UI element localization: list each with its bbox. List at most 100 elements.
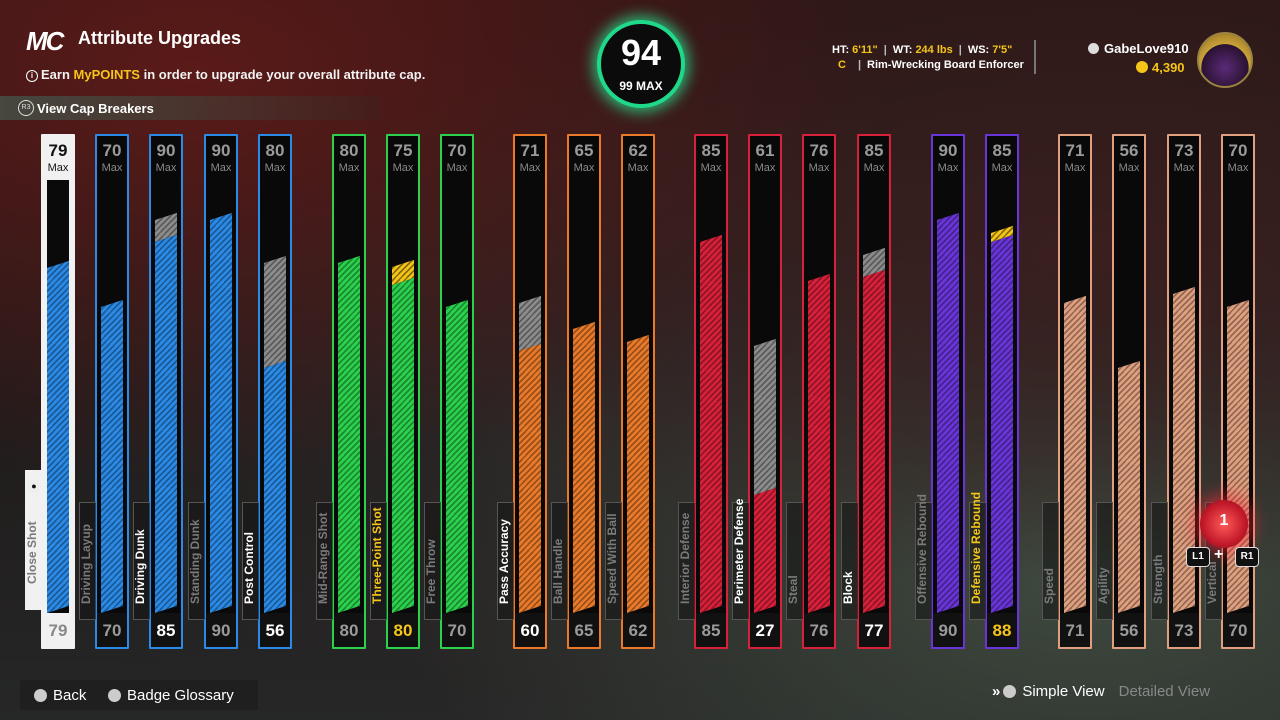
attribute-max-label: Max bbox=[101, 162, 123, 174]
attribute-bar[interactable]: 70 Max 70 bbox=[95, 134, 129, 649]
height-label: HT: bbox=[832, 44, 850, 56]
attribute-max-label: Max bbox=[808, 162, 830, 174]
attribute-bar[interactable]: 90 Max 85 bbox=[149, 134, 183, 649]
attribute-bar[interactable]: 70 Max 70 bbox=[1221, 134, 1255, 649]
attribute-bar-footer bbox=[859, 613, 889, 647]
attribute-name: Pass Accuracy bbox=[497, 519, 511, 604]
overall-rating-badge bbox=[597, 20, 685, 108]
attribute-bar[interactable]: 76 Max 76 bbox=[802, 134, 836, 649]
attribute-bar-footer bbox=[933, 613, 963, 647]
attribute-current-value: 62 bbox=[628, 621, 648, 640]
attribute-cap-value: 85 bbox=[992, 141, 1012, 160]
view-cap-breakers-label: View Cap Breakers bbox=[37, 101, 154, 116]
attribute-bar[interactable]: 61 Max 27 bbox=[748, 134, 782, 649]
attribute-cap-value: 76 bbox=[809, 141, 829, 160]
attribute-bar[interactable]: 73 Max 73 bbox=[1167, 134, 1201, 649]
overall-rating-value: 94 bbox=[620, 32, 662, 73]
attribute-cap-value: 85 bbox=[701, 141, 721, 160]
attribute-current-value: 76 bbox=[809, 621, 829, 640]
lock-icon: ● bbox=[27, 479, 41, 493]
footer-controls bbox=[20, 680, 258, 710]
attribute-bar[interactable]: 62 Max 62 bbox=[621, 134, 655, 649]
attribute-label-tab bbox=[551, 502, 568, 620]
attribute-fill bbox=[808, 273, 830, 613]
attribute-cap-value: 79 bbox=[48, 141, 68, 160]
r1-button-icon[interactable]: R1 bbox=[1235, 547, 1259, 567]
back-button[interactable]: Back bbox=[34, 687, 86, 704]
attribute-bar[interactable]: 56 Max 56 bbox=[1112, 134, 1146, 649]
attribute-name: Standing Dunk bbox=[188, 519, 202, 604]
vc-balance: 4,390 bbox=[1136, 60, 1185, 75]
view-toggle[interactable]: » Simple View Detailed View bbox=[992, 683, 1210, 700]
attribute-name: Agility bbox=[1096, 567, 1110, 604]
attribute-bar[interactable]: 80 Max 80 bbox=[332, 134, 366, 649]
attribute-label-tab bbox=[424, 502, 441, 620]
attribute-bar[interactable]: 85 Max 88 bbox=[985, 134, 1019, 649]
detailed-view-option[interactable]: Detailed View bbox=[1118, 683, 1211, 700]
attribute-bar[interactable]: 65 Max 65 bbox=[567, 134, 601, 649]
attribute-bar-footer bbox=[151, 613, 181, 647]
attribute-bar-footer bbox=[388, 613, 418, 647]
attribute-bar[interactable]: 85 Max 77 bbox=[857, 134, 891, 649]
attribute-current-value: 70 bbox=[447, 621, 467, 640]
attribute-bar-footer bbox=[97, 613, 127, 647]
attribute-name: Driving Layup bbox=[79, 523, 93, 604]
attribute-current-value: 85 bbox=[701, 621, 721, 640]
attribute-bar-footer bbox=[1223, 613, 1253, 647]
attribute-cap-value: 90 bbox=[156, 141, 176, 160]
attribute-cap-value: 80 bbox=[339, 141, 359, 160]
attribute-cap-value: 73 bbox=[1174, 141, 1194, 160]
touchpad-button-icon bbox=[108, 689, 121, 702]
attribute-max-label: Max bbox=[446, 162, 468, 174]
attribute-name: Vertical bbox=[1205, 561, 1219, 604]
attribute-name: Mid-Range Shot bbox=[316, 512, 330, 604]
attribute-max-label: Max bbox=[210, 162, 232, 174]
attribute-bar[interactable]: 75 Max 80 bbox=[386, 134, 420, 649]
attribute-fill bbox=[446, 299, 468, 613]
badge-glossary-button[interactable]: Badge Glossary bbox=[108, 687, 234, 704]
l1-button-icon[interactable]: L1 bbox=[1186, 547, 1210, 567]
attribute-name: Post Control bbox=[242, 532, 256, 604]
attribute-cap-value: 75 bbox=[393, 141, 413, 160]
attribute-name: Driving Dunk bbox=[133, 529, 147, 604]
attribute-cap-gap bbox=[754, 338, 776, 495]
attribute-fill bbox=[1118, 360, 1140, 613]
attribute-bar-footer bbox=[1060, 613, 1090, 647]
attribute-bar-footer bbox=[442, 613, 472, 647]
attribute-name: Offensive Rebound bbox=[915, 493, 929, 604]
subtitle-text-post: in order to upgrade your overall attribu… bbox=[139, 67, 426, 82]
attribute-current-value: 90 bbox=[211, 621, 231, 640]
mypoints-highlight: MyPOINTS bbox=[73, 67, 140, 82]
attribute-bar[interactable]: 71 Max 71 bbox=[1058, 134, 1092, 649]
attribute-max-label: Max bbox=[338, 162, 360, 174]
attribute-current-value: 27 bbox=[755, 621, 775, 640]
simple-view-option[interactable]: Simple View bbox=[1022, 683, 1105, 700]
attribute-label-tab bbox=[370, 502, 387, 620]
attribute-cap-value: 90 bbox=[938, 141, 958, 160]
attribute-cap-value: 70 bbox=[102, 141, 122, 160]
attribute-current-value: 90 bbox=[938, 621, 958, 640]
attribute-bar[interactable]: 90 Max 90 bbox=[931, 134, 965, 649]
circle-button-icon bbox=[34, 689, 47, 702]
attribute-bar[interactable]: 85 Max 85 bbox=[694, 134, 728, 649]
upgrade-points-indicator bbox=[1200, 500, 1248, 548]
attribute-label-tab bbox=[732, 502, 749, 620]
attribute-cap-gap bbox=[519, 295, 541, 351]
attribute-bar[interactable]: 90 Max 90 bbox=[204, 134, 238, 649]
attribute-max-label: Max bbox=[1227, 162, 1249, 174]
attribute-bar-footer bbox=[1169, 613, 1199, 647]
attribute-bar[interactable]: 71 Max 60 bbox=[513, 134, 547, 649]
attribute-fill bbox=[991, 234, 1013, 613]
attribute-bar-footer bbox=[696, 613, 726, 647]
attribute-cap-value: 71 bbox=[1065, 141, 1085, 160]
attribute-cap-value: 85 bbox=[864, 141, 884, 160]
attribute-max-label: Max bbox=[863, 162, 885, 174]
attribute-bar[interactable]: 79 Max 79 bbox=[41, 134, 75, 649]
attribute-bar[interactable]: 80 Max 56 bbox=[258, 134, 292, 649]
attribute-fill bbox=[264, 360, 286, 613]
attribute-bar[interactable]: 70 Max 70 bbox=[440, 134, 474, 649]
attribute-max-label: Max bbox=[155, 162, 177, 174]
attribute-cap-gap bbox=[264, 255, 286, 368]
view-cap-breakers-button[interactable] bbox=[0, 96, 380, 120]
attribute-name: Defensive Rebound bbox=[969, 491, 983, 604]
